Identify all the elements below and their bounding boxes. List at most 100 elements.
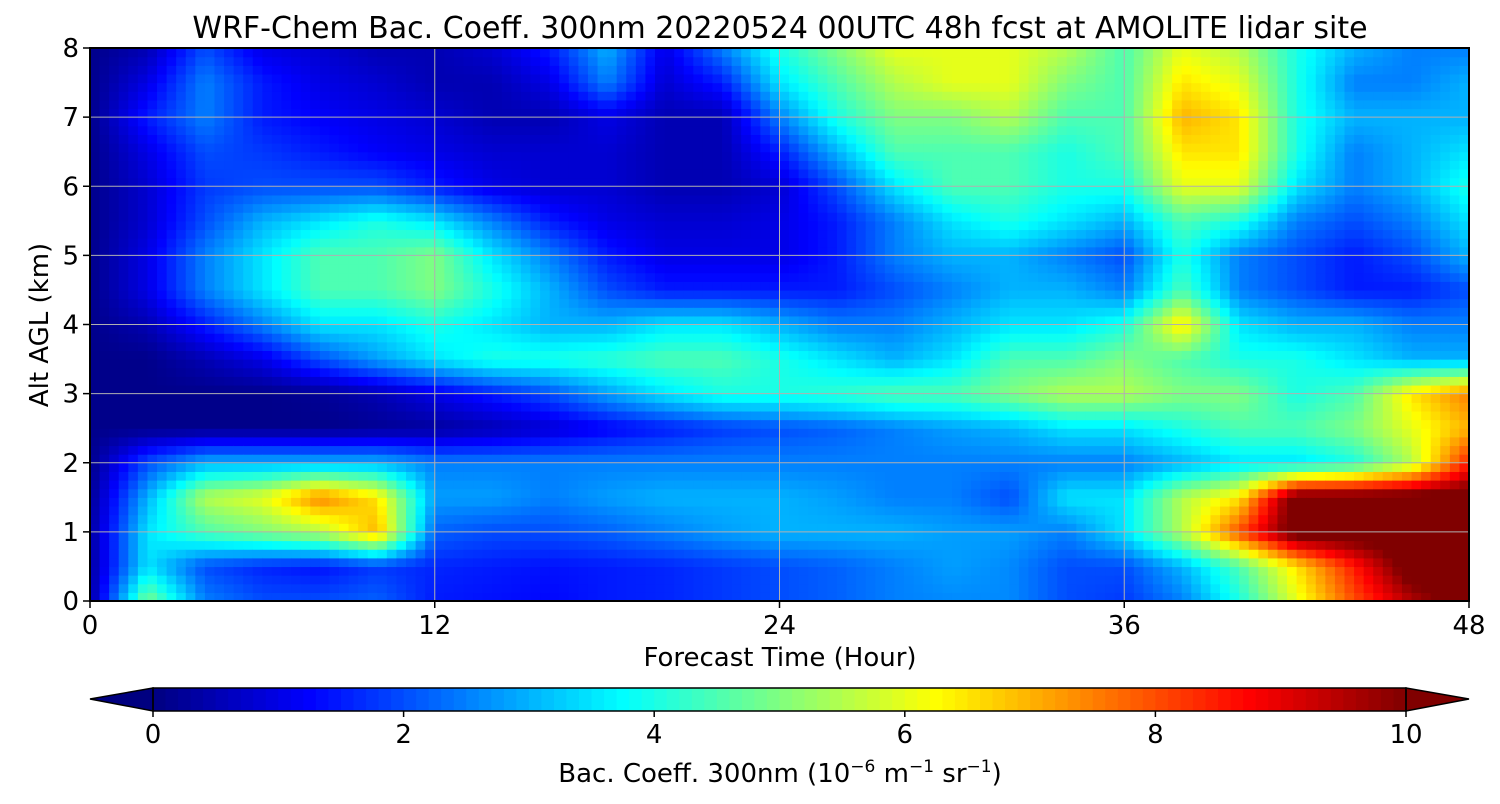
heatmap-cell [607, 48, 618, 58]
heatmap-cell [118, 428, 129, 438]
heatmap-cell [434, 531, 445, 542]
heatmap-cell [722, 393, 733, 403]
heatmap-cell [741, 134, 752, 144]
heatmap-cell [817, 462, 828, 472]
heatmap-cell [798, 583, 809, 593]
heatmap-cell [157, 350, 168, 360]
heatmap-cell [406, 177, 417, 187]
heatmap-cell [607, 289, 618, 300]
heatmap-cell [338, 307, 350, 317]
heatmap-cell [520, 272, 532, 282]
heatmap-cell [597, 436, 608, 447]
heatmap-cell [147, 186, 158, 196]
heatmap-cell [712, 592, 723, 601]
heatmap-cell [645, 436, 656, 447]
heatmap-cell [520, 151, 532, 161]
heatmap-cell [808, 462, 819, 472]
heatmap-cell [137, 125, 149, 136]
heatmap-cell [271, 557, 283, 568]
heatmap-cell [224, 281, 235, 291]
heatmap-cell [664, 56, 675, 66]
heatmap-cell [501, 428, 512, 438]
heatmap-cell [645, 324, 656, 334]
heatmap-cell [147, 549, 158, 559]
heatmap-cell [741, 367, 752, 377]
heatmap-cell [741, 583, 752, 593]
heatmap-cell [798, 436, 809, 447]
heatmap-cell [817, 445, 828, 455]
heatmap-cell [281, 367, 292, 377]
heatmap-cell [415, 134, 426, 144]
heatmap-cell [607, 56, 618, 66]
heatmap-cell [157, 488, 168, 498]
heatmap-cell [157, 160, 168, 170]
heatmap-cell [271, 125, 283, 136]
heatmap-cell [453, 523, 465, 533]
heatmap-cell [291, 575, 302, 585]
heatmap-cell [224, 117, 235, 127]
heatmap-cell [329, 480, 340, 490]
heatmap-cell [693, 393, 704, 403]
heatmap-cell [683, 488, 694, 498]
heatmap-cell [386, 410, 398, 421]
heatmap-cell [425, 462, 436, 472]
heatmap-cell [501, 393, 512, 403]
heatmap-cell [310, 203, 321, 213]
heatmap-cell [367, 592, 378, 601]
heatmap-cell [396, 272, 407, 282]
heatmap-cell [587, 212, 599, 222]
heatmap-cell [693, 324, 704, 334]
heatmap-cell [779, 65, 790, 75]
heatmap-cell [626, 549, 637, 559]
heatmap-cell [559, 540, 570, 550]
heatmap-cell [195, 523, 206, 533]
heatmap-cell [769, 298, 781, 308]
heatmap-cell [396, 359, 407, 369]
heatmap-cell [616, 186, 627, 196]
heatmap-cell [501, 151, 512, 161]
heatmap-cell [511, 168, 522, 179]
heatmap-cell [626, 514, 637, 524]
heatmap-cell [683, 298, 694, 308]
heatmap-cell [655, 82, 666, 92]
heatmap-cell [434, 194, 445, 205]
heatmap-cell [808, 272, 819, 282]
heatmap-cell [271, 333, 283, 343]
heatmap-cell [319, 238, 331, 248]
heatmap-cell [463, 402, 474, 412]
heatmap-cell [482, 264, 493, 274]
heatmap-cell [722, 160, 733, 170]
heatmap-cell [444, 592, 455, 601]
heatmap-cell [157, 99, 168, 110]
heatmap-cell [195, 497, 206, 507]
heatmap-cell [377, 212, 388, 222]
heatmap-cell [463, 592, 474, 601]
heatmap-cell [90, 315, 101, 326]
heatmap-cell [492, 514, 503, 524]
heatmap-cell [463, 410, 474, 421]
heatmap-cell [233, 48, 244, 58]
heatmap-cell [415, 384, 426, 395]
heatmap-cell [291, 307, 302, 317]
heatmap-cell [271, 298, 283, 308]
heatmap-cell [310, 143, 321, 153]
heatmap-cell [798, 168, 809, 179]
heatmap-cell [702, 289, 714, 300]
heatmap-cell [511, 177, 522, 187]
heatmap-cell [520, 134, 532, 144]
heatmap-cell [444, 73, 455, 84]
heatmap-cell [798, 203, 809, 213]
heatmap-cell [501, 255, 512, 265]
heatmap-cell [157, 289, 168, 300]
heatmap-cell [415, 238, 426, 248]
heatmap-cell [377, 497, 388, 507]
heatmap-cell [473, 514, 484, 524]
heatmap-cell [233, 229, 244, 239]
heatmap-cell [425, 376, 436, 386]
heatmap-cell [271, 367, 283, 377]
heatmap-cell [214, 91, 225, 101]
heatmap-cell [415, 428, 426, 438]
heatmap-cell [808, 583, 819, 593]
heatmap-cell [731, 376, 742, 386]
heatmap-cell [157, 194, 168, 205]
